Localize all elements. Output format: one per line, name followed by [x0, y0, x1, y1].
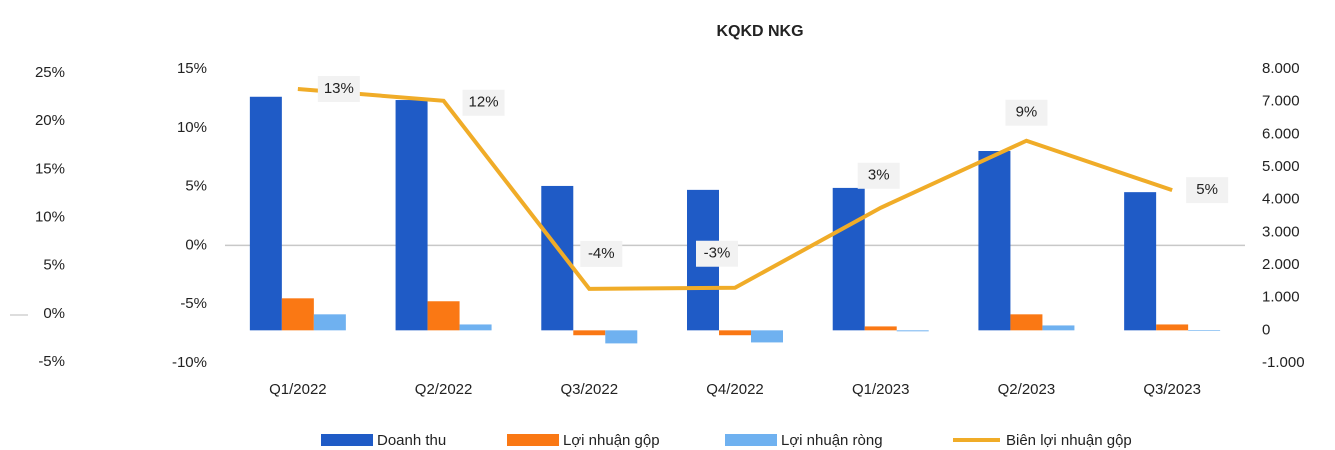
data-label: 13%: [324, 80, 354, 97]
label-box: [580, 240, 623, 267]
bar: [864, 326, 897, 331]
data-label: -3%: [704, 245, 731, 262]
data-label: -4%: [588, 245, 615, 262]
legend-label: Doanh thu: [377, 432, 446, 449]
bar: [395, 100, 428, 331]
bar: [541, 185, 574, 331]
tick-label: 1.000: [1262, 289, 1300, 306]
tick-label: 5%: [185, 178, 207, 195]
x-tick-label: Q1/2023: [852, 381, 910, 398]
bar: [1156, 324, 1189, 331]
tick-label: 15%: [177, 60, 207, 77]
tick-label: -1.000: [1262, 354, 1305, 371]
tick-label: 3.000: [1262, 223, 1300, 240]
bar: [605, 330, 638, 344]
tick-label: -10%: [172, 354, 207, 371]
bar: [313, 314, 346, 331]
bar: [1042, 325, 1075, 331]
line: [297, 86, 1173, 291]
bar: [978, 150, 1011, 331]
tick-label: 15%: [35, 160, 65, 177]
bar: [719, 330, 751, 336]
bar: [1124, 192, 1157, 331]
data-label: 5%: [1196, 181, 1218, 198]
tick-label: 5.000: [1262, 158, 1300, 175]
label-box: [696, 240, 738, 267]
label-box: [1005, 99, 1048, 126]
legend-label: Lợi nhuận ròng: [781, 432, 883, 449]
tick-label: 0%: [185, 236, 207, 253]
bar: [1188, 330, 1221, 331]
tick-label: 10%: [35, 208, 65, 225]
bar: [281, 298, 314, 331]
tick-label: 0%: [43, 305, 65, 322]
legend-swatch: [507, 434, 559, 446]
tick-label: 7.000: [1262, 93, 1300, 110]
tick-label: 0: [1262, 321, 1270, 338]
label-box: [317, 75, 360, 102]
tick-label: 20%: [35, 112, 65, 129]
label-box: [462, 89, 505, 116]
tick-label: 8.000: [1262, 60, 1300, 77]
x-tick-label: Q2/2022: [415, 381, 473, 398]
bar: [427, 301, 460, 331]
bar: [751, 330, 783, 343]
legend-swatch: [725, 434, 777, 446]
bar: [896, 330, 929, 332]
x-tick-label: Q3/2023: [1143, 381, 1201, 398]
tick-label: 5%: [43, 257, 65, 274]
chart-title: KQKD NKG: [716, 23, 803, 40]
data-label: 12%: [469, 94, 499, 111]
label-box: [1186, 177, 1229, 204]
legend-swatch: [321, 434, 373, 446]
tick-label: -5%: [180, 295, 207, 312]
x-tick-label: Q3/2022: [561, 381, 619, 398]
x-tick-label: Q4/2022: [706, 381, 764, 398]
x-tick-label: Q1/2022: [269, 381, 327, 398]
tick-label: 25%: [35, 64, 65, 81]
x-tick-label: Q2/2023: [998, 381, 1056, 398]
bar: [573, 330, 606, 336]
tick-label: 10%: [177, 119, 207, 136]
legend-label: Biên lợi nhuận gộp: [1006, 432, 1132, 449]
tick-label: 6.000: [1262, 125, 1300, 142]
tick-label: 2.000: [1262, 256, 1300, 273]
bar: [1010, 314, 1043, 331]
label-box: [857, 162, 900, 189]
bar: [249, 96, 282, 331]
data-label: 3%: [868, 167, 890, 184]
data-label: 9%: [1016, 104, 1038, 121]
legend-label: Lợi nhuận gộp: [563, 432, 660, 449]
tick-label: -5%: [38, 353, 65, 370]
bar: [832, 187, 865, 331]
tick-label: 4.000: [1262, 191, 1300, 208]
bar: [459, 324, 492, 331]
